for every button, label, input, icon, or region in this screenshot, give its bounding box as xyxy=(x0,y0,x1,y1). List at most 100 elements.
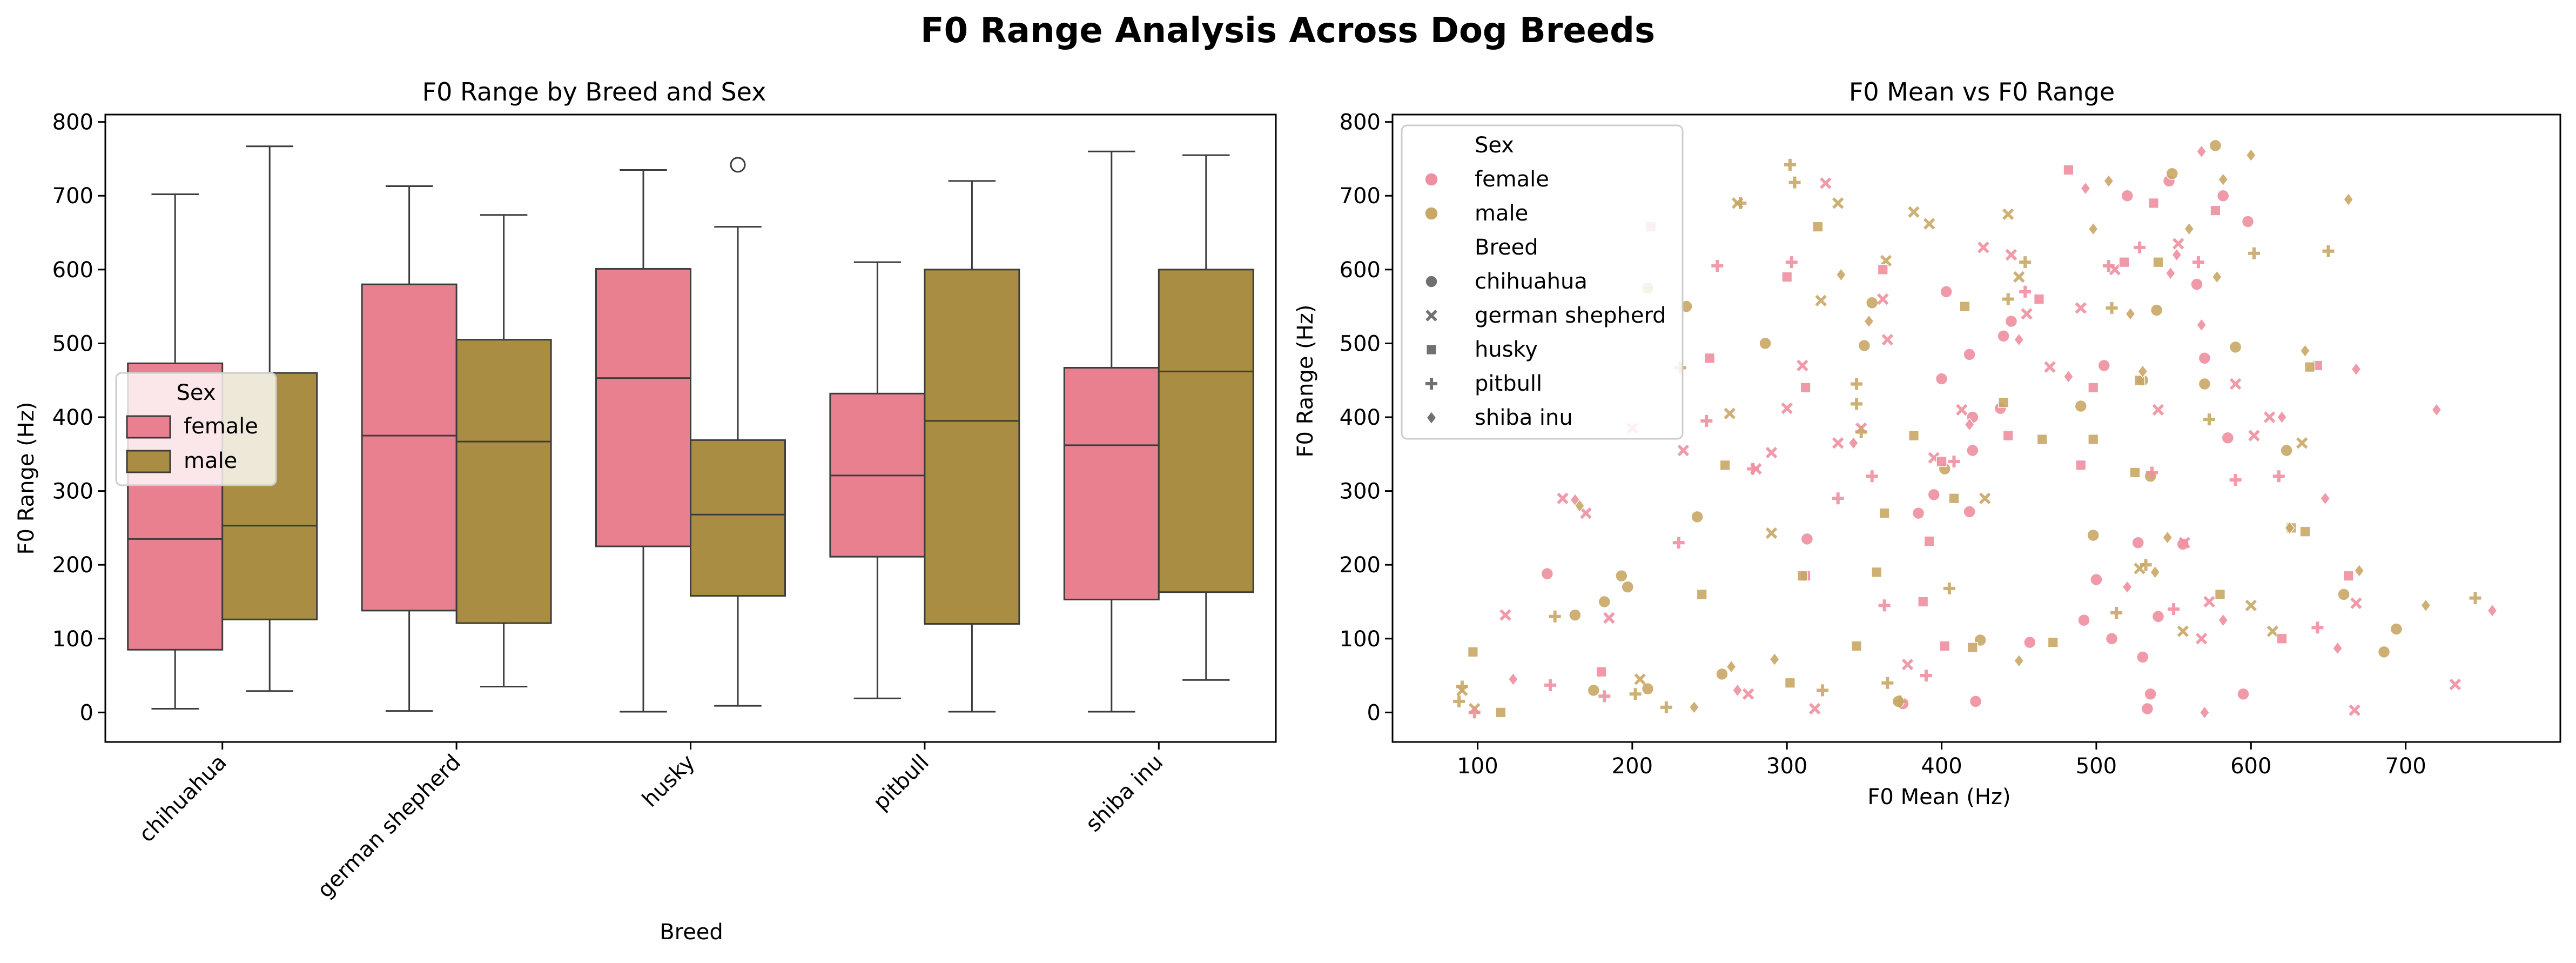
scatter-point-male-diamond xyxy=(2150,565,2161,579)
scatter-point-male-square xyxy=(2047,637,2059,648)
scatter-point-male-square xyxy=(1495,707,1506,718)
scatter-y-tick-label: 600 xyxy=(1340,258,1381,283)
scatter-point-male-plus xyxy=(1734,197,1747,209)
scatter-point-female-x xyxy=(1809,703,1821,715)
scatter-point-female-plus xyxy=(1832,492,1844,505)
scatter-point-female-diamond xyxy=(2199,705,2210,720)
box-iqr-male xyxy=(690,439,786,597)
scatter-point-male-square xyxy=(1879,507,1890,519)
scatter-point-female-circle xyxy=(2198,351,2211,365)
scatter-frame xyxy=(1391,113,2561,743)
scatter-point-female-plus xyxy=(2019,285,2032,298)
scatter-point-male-diamond xyxy=(2125,307,2136,321)
scatter-point-female-circle xyxy=(1800,532,1814,546)
scatter-point-female-circle xyxy=(1966,444,1979,457)
scatter-point-male-diamond xyxy=(2245,148,2257,162)
scatter-point-female-circle xyxy=(2090,573,2103,586)
scatter-point-female-x xyxy=(2263,411,2276,423)
scatter-point-female-diamond xyxy=(2319,491,2331,506)
scatter-plot-area: 0 100 200 300 400 500 600 700 800 100 200 300 400 500… xyxy=(1340,110,2561,779)
scatter-point-female-x xyxy=(2349,704,2360,717)
scatter-point-male-diamond xyxy=(2420,598,2431,613)
scatter-point-female-x xyxy=(1557,492,1569,505)
scatter-panel: F0 Mean vs F0 Range F0 Mean (Hz) F0 Rang… xyxy=(1293,77,2561,810)
scatter-point-female-diamond xyxy=(1964,417,1975,432)
scatter-point-male-plus xyxy=(2469,592,2481,604)
scatter-point-male-circle xyxy=(1598,595,1611,608)
scatter-point-male-plus xyxy=(2203,413,2215,426)
scatter-point-male-x xyxy=(1634,673,1646,685)
scatter-point-female-circle xyxy=(1927,488,1941,501)
scatter-xlabel: F0 Mean (Hz) xyxy=(1867,785,2010,810)
scatter-point-female-square xyxy=(1800,382,1811,393)
scatter-point-female-plus xyxy=(1747,463,1759,475)
scatter-point-female-plus xyxy=(2229,474,2242,486)
scatter-point-male-diamond xyxy=(1769,652,1780,666)
boxplot-legend-label-female: female xyxy=(184,414,258,439)
scatter-point-male-x xyxy=(1979,492,1991,505)
boxplot-title: F0 Range by Breed and Sex xyxy=(422,77,766,106)
scatter-point-male-diamond xyxy=(1864,314,1874,329)
scatter-point-male-plus xyxy=(2110,606,2123,619)
scatter-point-female-x xyxy=(1677,444,1690,457)
box-iqr-male xyxy=(455,339,552,624)
boxplot-plot-area: 0 100 200 300 400 500 600 700 800 chihuahua german… xyxy=(52,110,1277,903)
scatter-point-female-x xyxy=(2195,633,2208,645)
scatter-point-female-circle xyxy=(2141,702,2154,715)
scatter-point-female-x xyxy=(1781,402,1793,414)
scatter-point-female-circle xyxy=(1963,348,1976,361)
scatter-point-male-x xyxy=(2245,599,2257,612)
scatter-y-tick-label: 700 xyxy=(1340,184,1381,209)
boxplot-y-tick-label: 600 xyxy=(52,258,93,283)
scatter-point-male-plus xyxy=(2140,559,2152,571)
scatter-point-female-x xyxy=(1742,688,1754,700)
boxplot-x-tick-label: husky xyxy=(637,750,700,812)
scatter-point-male-square xyxy=(1908,430,1920,442)
scatter-point-male-x xyxy=(2013,271,2025,283)
scatter-point-female-square xyxy=(2343,570,2354,581)
scatter-point-female-diamond xyxy=(2487,604,2498,618)
scatter-point-female-x xyxy=(1603,612,1615,624)
scatter-point-female-circle xyxy=(2144,687,2157,700)
scatter-point-female-square xyxy=(1936,456,1947,467)
scatter-point-male-square xyxy=(1967,642,1978,653)
scatter-x-tick-label: 600 xyxy=(2230,754,2271,779)
scatter-point-male-plus xyxy=(1784,158,1796,171)
scatter-point-male-circle xyxy=(2165,167,2178,180)
scatter-title: F0 Mean vs F0 Range xyxy=(1849,77,2115,106)
scatter-legend-label-breed: german shepherd xyxy=(1475,303,1666,328)
scatter-point-male-circle xyxy=(2337,588,2350,601)
scatter-point-female-x xyxy=(2229,378,2242,390)
scatter-point-female-diamond xyxy=(2196,318,2207,332)
scatter-point-male-circle xyxy=(2198,377,2211,391)
scatter-point-male-square xyxy=(2214,588,2226,600)
scatter-point-female-square xyxy=(1704,352,1716,364)
scatter-legend-marker-female xyxy=(1424,172,1438,186)
scatter-point-male-plus xyxy=(2019,256,2032,269)
boxplot-legend: Sex female male xyxy=(115,372,277,486)
scatter-point-male-plus xyxy=(1881,677,1894,689)
scatter-point-male-diamond xyxy=(2284,521,2295,535)
boxplot-legend-label-male: male xyxy=(184,449,237,473)
scatter-point-male-plus xyxy=(1453,695,1465,707)
scatter-point-female-plus xyxy=(1544,679,1557,691)
scatter-x-tick-label: 700 xyxy=(2385,754,2426,779)
scatter-point-female-circle xyxy=(1963,505,1976,518)
scatter-point-female-x xyxy=(2203,596,2215,608)
scatter-point-female-x xyxy=(2449,678,2461,691)
scatter-point-female-diamond xyxy=(2196,144,2207,159)
box-iqr-male xyxy=(924,269,1020,625)
scatter-point-female-circle xyxy=(2005,315,2018,328)
scatter-point-female-circle xyxy=(1997,330,2010,343)
scatter-point-male-diamond xyxy=(2299,344,2311,358)
scatter-point-female-circle xyxy=(2237,687,2250,700)
scatter-point-female-x xyxy=(1978,242,1989,253)
scatter-point-female-x xyxy=(1881,333,1894,346)
scatter-point-female-x xyxy=(1820,177,1832,189)
scatter-point-female-diamond xyxy=(2122,580,2133,594)
scatter-point-female-plus xyxy=(2311,621,2324,634)
scatter-legend-frame xyxy=(1401,124,1684,440)
scatter-point-female-plus xyxy=(1672,537,1685,549)
scatter-point-male-diamond xyxy=(1689,700,1700,714)
scatter-point-female-x xyxy=(1901,658,1914,671)
